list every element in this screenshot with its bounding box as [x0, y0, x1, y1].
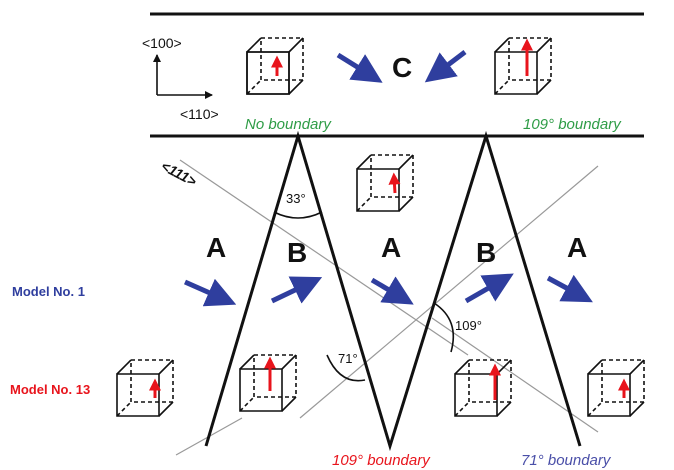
arrow-model1-3 — [370, 276, 414, 305]
apex-angle-arc — [273, 211, 323, 219]
unit-cell-frame — [494, 37, 552, 95]
model-13-label: Model No. 13 — [10, 382, 90, 397]
region-a-label-2: A — [381, 232, 401, 263]
polarization-arrow — [388, 172, 401, 194]
arrow-model1-2 — [270, 276, 323, 304]
bottom-71-boundary-label: 71° boundary — [521, 452, 612, 469]
unit-cell-center — [356, 154, 414, 212]
left-angle-label: 71° — [338, 351, 358, 366]
axis-diagonal-label: <111> — [159, 158, 200, 190]
unit-cell-bottom-1 — [116, 359, 174, 417]
arrow-model1-1 — [183, 278, 237, 307]
arrow-c-left — [336, 52, 383, 83]
unit-cell-frame — [239, 354, 297, 412]
axis-horizontal-label: <110> — [180, 106, 219, 122]
right-angle-arc — [433, 302, 455, 353]
arrow-c-right — [424, 50, 467, 83]
domain-boundary-zigzag — [204, 130, 582, 452]
unit-cell-c-left — [246, 37, 304, 95]
top-109-boundary-label: 109° boundary — [523, 116, 622, 133]
arrow-model1-4 — [464, 273, 514, 304]
unit-cell-bottom-2 — [239, 354, 297, 412]
unit-cell-bottom-4 — [587, 359, 645, 417]
bottom-109-boundary-label: 109° boundary — [332, 452, 431, 469]
diagonal-line-1 — [179, 159, 469, 356]
apex-angle-label: 33° — [286, 191, 306, 206]
region-a-label-3: A — [567, 232, 587, 263]
unit-cell-frame — [356, 154, 414, 212]
model-1-label: Model No. 1 — [12, 284, 85, 299]
unit-cell-frame — [246, 37, 304, 95]
region-b-label-2: B — [476, 237, 496, 268]
unit-cell-frame — [587, 359, 645, 417]
unit-cell-bottom-3 — [454, 359, 512, 417]
unit-cell-frame — [454, 359, 512, 417]
arrow-model1-5 — [546, 274, 593, 303]
axis-vertical-label: <100> — [142, 35, 182, 51]
region-a-label-1: A — [206, 232, 226, 263]
left-angle-arc — [326, 354, 366, 382]
no-boundary-label: No boundary — [245, 116, 332, 133]
region-c-label: C — [392, 52, 412, 83]
unit-cell-c-right — [494, 37, 552, 95]
region-b-label-1: B — [287, 237, 307, 268]
unit-cell-frame — [116, 359, 174, 417]
diagonal-line-2 — [299, 165, 599, 419]
right-angle-label: 109° — [455, 318, 482, 333]
